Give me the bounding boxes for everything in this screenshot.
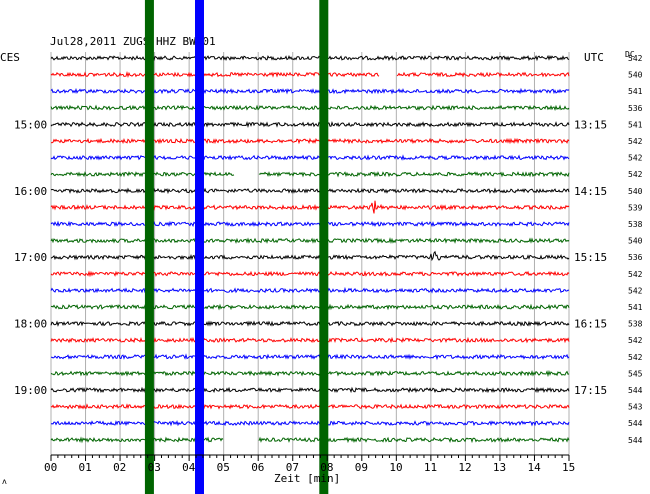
left-axis-label: CES xyxy=(0,51,20,64)
trace-line xyxy=(50,250,570,262)
left-time-label: 19:00 xyxy=(14,384,47,397)
seismic-traces xyxy=(50,54,570,444)
trace-line xyxy=(50,386,570,394)
right-time-label: 14:15 xyxy=(574,185,607,198)
vertical-bars xyxy=(144,0,329,494)
trace-line xyxy=(50,336,570,344)
trace-line xyxy=(50,71,570,79)
trace-line xyxy=(50,436,570,444)
dc-value: 542 xyxy=(628,137,643,146)
trace-line xyxy=(50,403,570,410)
dc-value: 542 xyxy=(628,170,643,179)
trace-line xyxy=(50,200,570,214)
trace-line xyxy=(50,54,570,62)
left-time-label: 18:00 xyxy=(14,318,47,331)
dc-header: DC xyxy=(625,50,635,59)
trace-line xyxy=(50,220,570,228)
trace-line xyxy=(50,369,570,378)
x-tick-label: 05 xyxy=(217,461,230,474)
x-tick-label: 13 xyxy=(493,461,506,474)
time-axis: 00 01 02 03 04 05 06 07 08 09 10 11 12 13 14 15 xyxy=(44,454,575,474)
right-time-label: 17:15 xyxy=(574,384,607,397)
vertical-marker-bar xyxy=(194,0,204,494)
vertical-marker-bar xyxy=(144,0,154,494)
dc-value: 542 xyxy=(628,154,643,163)
x-tick-label: 12 xyxy=(458,461,471,474)
right-time-label: 16:15 xyxy=(574,318,607,331)
x-tick-label: 04 xyxy=(182,461,196,474)
left-time-label: 17:00 xyxy=(14,251,47,264)
x-tick-label: 06 xyxy=(251,461,264,474)
dc-value: 536 xyxy=(628,104,643,113)
trace-line xyxy=(50,419,570,427)
dc-value: 540 xyxy=(628,187,643,196)
time-gridlines xyxy=(50,52,570,455)
dc-value: 540 xyxy=(628,237,643,246)
left-time-label: 16:00 xyxy=(14,185,47,198)
chart-title: Jul28,2011 ZUGS HHZ BW 01 xyxy=(50,35,216,48)
right-time-label: 15:15 xyxy=(574,251,607,264)
right-time-labels: 13:15 14:15 15:15 16:15 17:15 xyxy=(574,118,607,397)
dc-value: 544 xyxy=(628,436,643,445)
x-tick-label: 00 xyxy=(44,461,57,474)
trace-line xyxy=(51,353,570,361)
dc-value: 542 xyxy=(628,353,643,362)
vertical-marker-bar xyxy=(319,0,329,494)
dc-value: 541 xyxy=(628,87,643,96)
dc-value: 542 xyxy=(628,54,643,63)
dc-value: 536 xyxy=(628,253,643,262)
dc-value: 542 xyxy=(628,336,643,345)
trace-line xyxy=(50,137,570,145)
left-time-label: 15:00 xyxy=(14,118,47,131)
dc-value: 544 xyxy=(628,386,643,395)
right-time-label: 13:15 xyxy=(574,118,607,131)
right-axis-label: UTC xyxy=(584,51,604,64)
trace-line xyxy=(50,104,570,111)
trace-line xyxy=(50,303,570,311)
dc-value: 545 xyxy=(628,369,643,378)
trace-line xyxy=(50,320,570,327)
x-tick-label: 07 xyxy=(286,461,299,474)
left-time-labels: 15:00 16:00 17:00 18:00 19:00 xyxy=(14,118,47,397)
dc-value: 539 xyxy=(628,203,643,212)
x-tick-label: 11 xyxy=(424,461,437,474)
dc-value: 538 xyxy=(628,320,643,329)
dc-value: 542 xyxy=(628,286,643,295)
dc-value: 541 xyxy=(628,303,643,312)
dc-offset-labels: 542 540 541 536 541 542 542 542 540 539 538 540 536 5… xyxy=(628,54,643,445)
dc-value: 538 xyxy=(628,220,643,229)
trace-line xyxy=(50,187,570,195)
x-tick-label: 01 xyxy=(79,461,92,474)
trace-line xyxy=(50,154,570,161)
footer-mark: ʌ xyxy=(2,477,7,486)
x-tick-label: 10 xyxy=(389,461,402,474)
x-tick-label: 14 xyxy=(527,461,541,474)
x-tick-label: 02 xyxy=(113,461,126,474)
dc-value: 543 xyxy=(628,403,643,412)
trace-line xyxy=(50,237,570,244)
dc-value: 544 xyxy=(628,419,643,428)
dc-value: 540 xyxy=(628,71,643,80)
trace-line xyxy=(50,87,570,95)
trace-line xyxy=(50,170,570,178)
trace-line xyxy=(50,286,570,294)
trace-line xyxy=(50,270,570,278)
dc-value: 541 xyxy=(628,120,643,129)
x-tick-label: 03 xyxy=(148,461,161,474)
x-axis-label: Zeit [min] xyxy=(274,472,340,485)
dc-value: 542 xyxy=(628,270,643,279)
x-tick-label: 09 xyxy=(355,461,368,474)
x-tick-label: 15 xyxy=(562,461,575,474)
x-tick-label: 08 xyxy=(320,461,333,474)
trace-line xyxy=(50,121,570,128)
